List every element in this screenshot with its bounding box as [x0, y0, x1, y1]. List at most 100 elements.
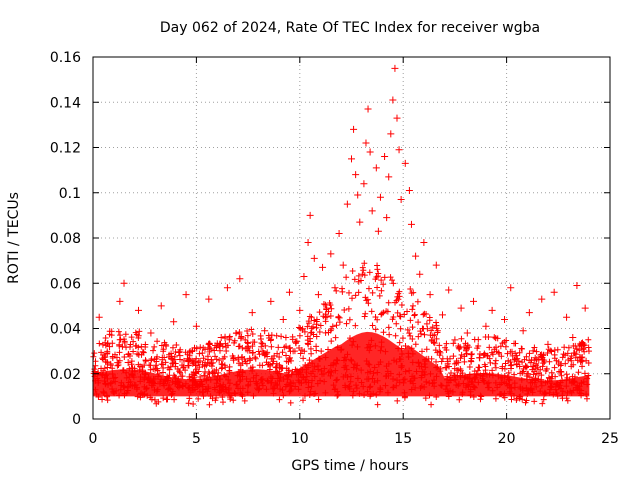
data-point [323, 304, 331, 312]
y-tick-label: 0.1 [59, 186, 81, 202]
data-point [383, 214, 391, 222]
data-point [120, 279, 128, 287]
data-point [279, 315, 287, 323]
x-tick-label: 0 [89, 431, 98, 447]
data-point [395, 146, 403, 154]
data-point [339, 261, 347, 269]
data-point [116, 297, 124, 305]
data-point [296, 306, 304, 314]
data-point [463, 329, 471, 337]
data-point [372, 164, 380, 172]
data-point [236, 275, 244, 283]
data-point [331, 284, 339, 292]
data-point [348, 155, 355, 163]
data-point [217, 334, 225, 342]
data-point [519, 327, 527, 335]
data-point [451, 336, 459, 344]
data-points [91, 64, 589, 398]
y-tick-label: 0.04 [50, 322, 81, 338]
y-axis-label: ROTI / TECUs [6, 192, 22, 284]
data-point [205, 295, 213, 303]
data-point [364, 105, 372, 113]
data-point [389, 96, 397, 104]
data-point [470, 297, 478, 305]
data-point [360, 180, 368, 188]
data-point [285, 288, 293, 296]
data-point [170, 318, 178, 326]
data-point [362, 139, 370, 147]
data-point [438, 311, 446, 319]
data-point [354, 191, 362, 199]
data-point [314, 291, 322, 299]
data-point [254, 386, 262, 394]
data-point [381, 153, 389, 161]
data-point [182, 291, 190, 299]
data-point [426, 291, 434, 299]
data-point [134, 306, 142, 314]
data-point [352, 171, 360, 179]
chart-title: Day 062 of 2024, Rate Of TEC Index for r… [160, 20, 540, 36]
x-tick-label: 20 [498, 431, 516, 447]
data-point [556, 367, 564, 375]
data-point [147, 329, 155, 337]
x-tick-label: 25 [601, 431, 619, 447]
data-point [501, 315, 509, 323]
data-point [188, 383, 196, 391]
data-point [376, 193, 384, 201]
y-tick-label: 0.06 [50, 276, 81, 292]
data-point [163, 377, 171, 385]
data-point [223, 284, 231, 292]
data-point [335, 229, 343, 237]
y-tick-label: 0.12 [50, 141, 81, 157]
data-point [581, 304, 589, 312]
y-tick-label: 0.16 [50, 50, 81, 66]
data-point [532, 374, 540, 382]
data-point [401, 159, 409, 167]
data-point [368, 207, 376, 215]
data-point [432, 261, 440, 269]
data-point [95, 313, 103, 321]
data-point [261, 327, 269, 335]
data-point [494, 372, 502, 380]
dense-core [93, 331, 590, 397]
y-tick-label: 0.14 [50, 95, 81, 111]
data-point [407, 220, 415, 228]
data-point [106, 343, 114, 351]
data-point [199, 361, 207, 369]
data-point [577, 354, 585, 362]
data-point [416, 270, 424, 278]
data-point [157, 302, 165, 310]
data-point [300, 272, 308, 280]
data-point [292, 338, 300, 346]
data-point [192, 322, 200, 330]
x-axis-label: GPS time / hours [291, 458, 408, 474]
data-point [151, 365, 159, 373]
data-point [273, 363, 281, 371]
data-point [124, 358, 132, 366]
data-point [310, 254, 318, 262]
data-point [573, 282, 581, 290]
data-point [267, 297, 275, 305]
data-point [445, 286, 453, 294]
data-point [405, 186, 413, 194]
y-ticks: 0 0.02 0.04 0.06 0.08 0.1 0.12 0.14 0.16 [50, 50, 610, 428]
data-point [110, 374, 118, 382]
data-point [304, 239, 312, 247]
data-point [130, 381, 138, 389]
data-point [544, 340, 552, 348]
data-point [391, 64, 399, 72]
y-tick-label: 0 [72, 412, 81, 428]
data-point [476, 354, 484, 362]
data-point [412, 252, 420, 260]
data-point [230, 356, 238, 364]
data-point [99, 388, 107, 396]
data-point [563, 313, 571, 321]
x-tick-label: 15 [394, 431, 412, 447]
data-point [457, 304, 465, 312]
x-ticks: 0 5 10 15 20 25 [89, 57, 619, 447]
data-point [513, 361, 521, 369]
data-point [306, 211, 314, 219]
x-tick-label: 5 [192, 431, 201, 447]
data-point [141, 390, 149, 398]
